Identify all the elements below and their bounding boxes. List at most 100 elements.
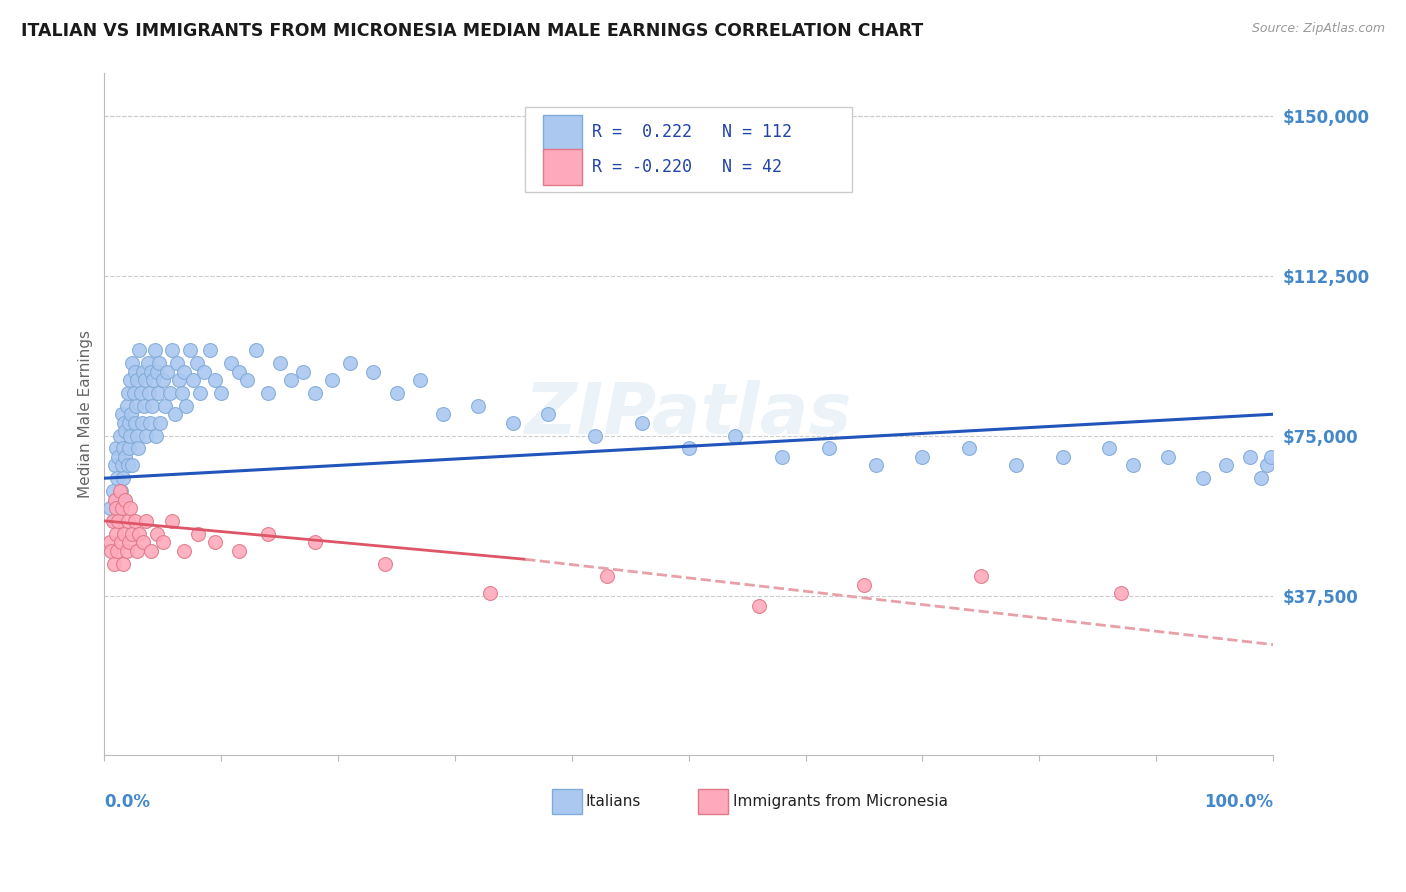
Point	[269, 356, 291, 370]
Point	[135, 428, 157, 442]
Point	[204, 373, 226, 387]
Point	[139, 543, 162, 558]
Point	[117, 514, 139, 528]
Point	[818, 442, 841, 456]
Point	[143, 343, 166, 358]
Point	[105, 492, 128, 507]
Point	[124, 365, 146, 379]
Point	[770, 450, 793, 464]
Point	[114, 425, 136, 439]
Point	[118, 416, 141, 430]
Point	[149, 416, 172, 430]
Point	[153, 399, 176, 413]
Point	[257, 385, 280, 400]
Point	[304, 535, 326, 549]
Point	[122, 385, 145, 400]
Point	[134, 373, 156, 387]
Point	[385, 385, 408, 400]
Point	[724, 428, 747, 442]
Point	[1109, 586, 1132, 600]
Point	[139, 365, 162, 379]
Point	[292, 365, 315, 379]
Point	[107, 450, 129, 464]
Point	[127, 373, 149, 387]
Point	[219, 356, 242, 370]
Point	[146, 365, 169, 379]
Point	[1250, 471, 1272, 485]
Point	[209, 385, 232, 400]
Point	[142, 373, 165, 387]
Point	[117, 458, 139, 473]
Point	[103, 514, 125, 528]
Point	[678, 442, 700, 456]
Point	[103, 557, 125, 571]
Point	[105, 543, 128, 558]
Point	[104, 492, 127, 507]
Point	[101, 514, 124, 528]
FancyBboxPatch shape	[697, 789, 728, 814]
Point	[131, 416, 153, 430]
Point	[163, 407, 186, 421]
Point	[432, 407, 454, 421]
Y-axis label: Median Male Earnings: Median Male Earnings	[79, 330, 93, 499]
Point	[583, 428, 606, 442]
Point	[136, 356, 159, 370]
Point	[280, 373, 302, 387]
Point	[111, 407, 134, 421]
Text: Source: ZipAtlas.com: Source: ZipAtlas.com	[1251, 22, 1385, 36]
Point	[104, 458, 127, 473]
Point	[112, 557, 135, 571]
Point	[132, 535, 155, 549]
Point	[166, 356, 188, 370]
Point	[121, 526, 143, 541]
Point	[108, 428, 131, 442]
FancyBboxPatch shape	[543, 115, 582, 150]
Point	[115, 543, 138, 558]
Text: Italians: Italians	[586, 794, 641, 809]
Point	[173, 543, 195, 558]
Point	[112, 526, 135, 541]
Text: 0.0%: 0.0%	[104, 793, 150, 811]
Text: ZIPatlas: ZIPatlas	[524, 380, 852, 449]
Point	[467, 399, 489, 413]
Point	[120, 373, 142, 387]
Point	[115, 399, 138, 413]
Text: R = -0.220   N = 42: R = -0.220 N = 42	[592, 158, 782, 176]
Point	[1122, 458, 1144, 473]
Point	[134, 399, 156, 413]
Point	[98, 535, 121, 549]
Point	[105, 442, 128, 456]
Point	[128, 526, 150, 541]
Point	[124, 514, 146, 528]
Text: R =  0.222   N = 112: R = 0.222 N = 112	[592, 123, 792, 142]
Point	[479, 586, 502, 600]
Point	[105, 501, 128, 516]
Point	[114, 492, 136, 507]
Point	[911, 450, 934, 464]
Point	[111, 501, 134, 516]
Text: Immigrants from Micronesia: Immigrants from Micronesia	[733, 794, 948, 809]
Point	[181, 373, 204, 387]
Point	[188, 385, 211, 400]
Point	[502, 416, 524, 430]
Point	[187, 526, 209, 541]
Point	[339, 356, 361, 370]
Point	[1256, 458, 1278, 473]
Point	[112, 492, 135, 507]
Point	[159, 385, 181, 400]
Point	[98, 501, 121, 516]
Point	[167, 373, 190, 387]
Point	[120, 501, 142, 516]
FancyBboxPatch shape	[524, 107, 852, 193]
Point	[112, 416, 135, 430]
Point	[970, 569, 993, 583]
Point	[124, 416, 146, 430]
Point	[117, 385, 139, 400]
Point	[105, 526, 128, 541]
Point	[321, 373, 343, 387]
Point	[160, 514, 183, 528]
Point	[139, 416, 162, 430]
Point	[127, 428, 149, 442]
Point	[146, 385, 169, 400]
Point	[748, 599, 770, 614]
